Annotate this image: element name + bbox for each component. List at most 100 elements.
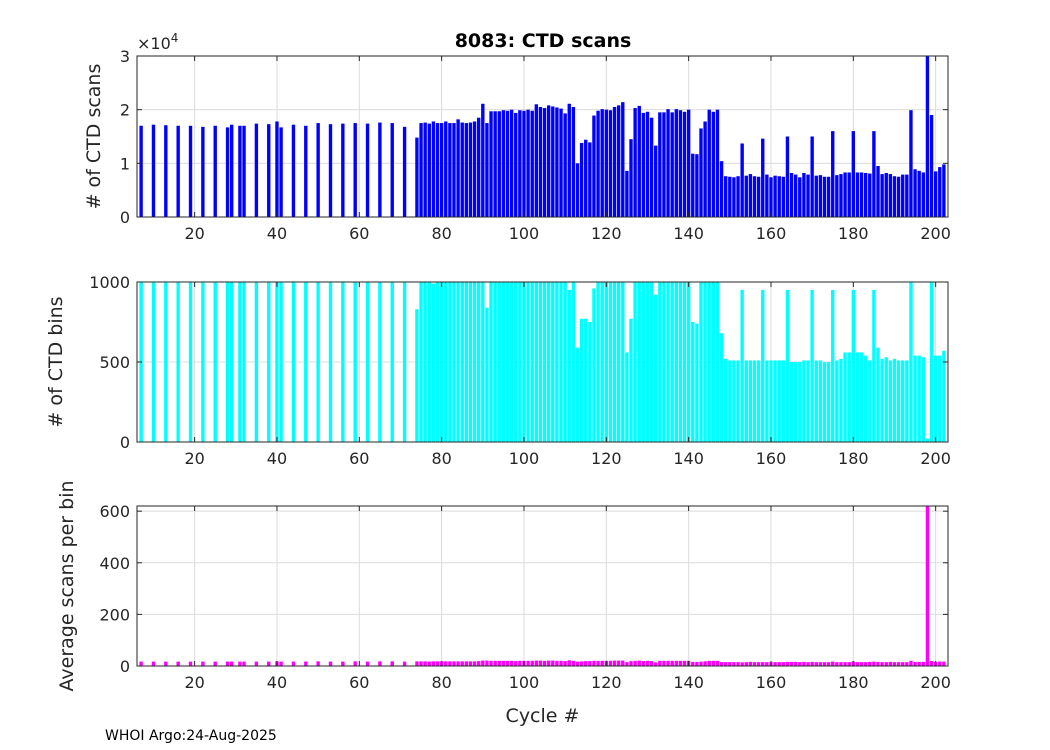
x-tick-label: 20 [184,224,204,243]
bar-cycle-32 [242,125,246,217]
bar-cycle-47 [304,661,308,666]
bar-cycle-93 [493,282,497,442]
bar-cycle-150 [728,176,732,217]
bar-cycle-88 [472,121,477,217]
bar-cycle-145 [707,109,711,217]
bar-cycle-105 [542,282,547,442]
bar-cycle-194 [909,110,913,217]
bar-cycle-137 [674,109,678,217]
bar-cycle-114 [579,142,584,217]
bar-cycle-142 [695,154,699,217]
bar-cycle-109 [559,282,563,442]
bar-cycle-129 [641,661,646,666]
bar-cycle-134 [662,112,666,217]
bar-cycle-100 [522,110,526,217]
bar-cycle-28 [225,661,230,666]
chart-title: 8083: CTD scans [455,30,632,52]
bar-cycle-115 [584,318,588,442]
bar-cycle-118 [596,282,600,442]
bar-cycle-190 [892,176,897,217]
y-tick-label: 0 [120,208,130,227]
bar-cycle-101 [526,282,530,442]
panel-average-scans-per-bin: 20 40 60 80 100 120 140 160 180 200 0 200 400 600 Aver… [56,480,951,727]
bar-cycle-171 [814,175,818,217]
bar-cycle-148 [719,333,724,442]
bar-cycle-201 [938,661,942,666]
bar-cycle-157 [756,662,761,666]
bar-cycle-155 [748,174,753,217]
bar-cycle-162 [777,176,781,217]
bar-cycle-62 [365,123,370,217]
bar-cycle-130 [645,111,650,217]
bar-cycle-25 [213,125,217,217]
bar-cycle-7 [139,125,143,217]
bar-cycle-185 [872,131,876,217]
bar-cycle-119 [600,660,604,666]
bar-cycle-145 [707,660,711,666]
grid-lines [137,55,948,218]
bar-series [139,56,946,217]
bar-cycle-114 [579,661,584,666]
bar-cycle-191 [896,662,901,666]
bar-cycle-202 [942,164,946,217]
bar-cycle-114 [579,318,584,442]
bar-cycle-160 [769,177,773,217]
bar-cycle-154 [744,360,748,442]
bar-cycle-173 [822,176,827,217]
bar-cycle-184 [868,173,872,217]
bar-cycle-31 [238,661,242,666]
bar-cycle-166 [793,362,798,442]
bar-cycle-149 [724,662,728,666]
x-tick-label: 60 [349,449,369,468]
bar-cycle-143 [699,128,703,217]
bar-cycle-25 [213,661,217,666]
bar-cycle-13 [164,661,168,666]
bar-cycle-56 [341,282,345,442]
bar-cycle-163 [781,662,786,666]
bar-cycle-118 [596,110,600,217]
bar-cycle-199 [929,282,934,442]
bar-cycle-118 [596,660,600,666]
bar-cycle-126 [629,139,633,217]
bar-cycle-135 [666,660,670,666]
bar-cycle-112 [571,106,576,217]
bar-cycle-53 [328,282,333,442]
bar-cycle-202 [942,350,946,442]
bar-cycle-65 [378,282,382,442]
bar-cycle-140 [686,109,691,217]
bar-cycle-97 [509,282,514,442]
bar-cycle-119 [600,282,604,442]
bar-cycle-179 [847,172,851,217]
bar-cycle-82 [448,123,452,217]
bar-cycle-159 [765,360,769,442]
bar-cycle-85 [460,282,464,442]
bar-cycle-166 [793,174,798,217]
bar-cycle-174 [826,176,831,217]
bar-cycle-163 [781,360,786,442]
bar-cycle-168 [802,172,806,217]
bar-cycle-135 [666,282,670,442]
bar-cycle-85 [460,122,464,217]
bar-cycle-154 [744,175,748,217]
x-tick-label: 180 [838,673,869,692]
bar-cycle-129 [641,282,646,442]
bar-cycle-160 [769,360,773,442]
bar-cycle-112 [571,282,576,442]
bar-cycle-56 [341,661,345,666]
bar-cycle-28 [225,127,230,217]
x-tick-label: 80 [431,224,451,243]
bar-cycle-120 [604,109,608,217]
bar-cycle-192 [901,360,905,442]
bar-cycle-176 [835,360,839,442]
grid-lines [137,281,948,443]
bar-cycle-35 [254,661,259,666]
bar-cycle-107 [551,660,555,666]
bar-cycle-168 [802,360,806,442]
bar-cycle-7 [139,661,143,666]
bar-cycle-74 [415,661,419,666]
bar-cycle-167 [798,662,802,666]
bar-cycle-158 [761,290,765,442]
bar-cycle-202 [942,661,946,666]
bar-cycle-185 [872,290,876,442]
bar-cycle-124 [621,102,625,217]
